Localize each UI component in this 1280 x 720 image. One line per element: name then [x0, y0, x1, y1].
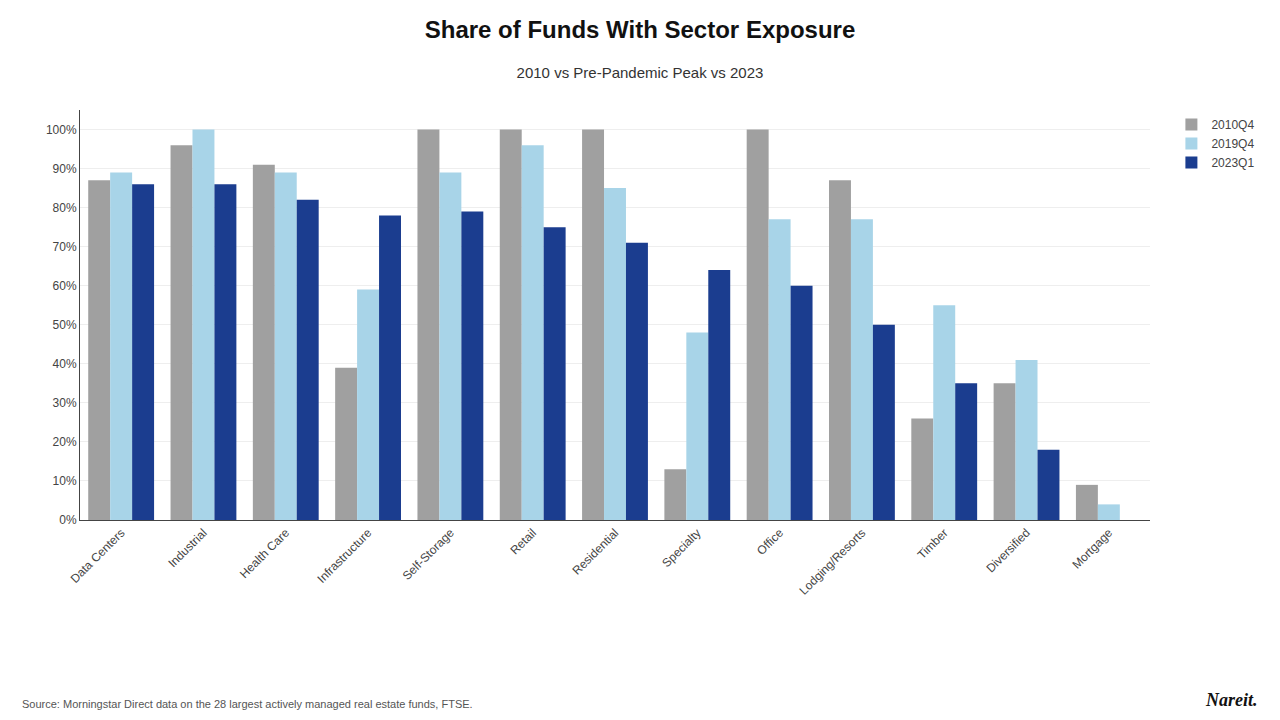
svg-text:40%: 40% [53, 357, 77, 371]
svg-text:Retail: Retail [507, 526, 539, 558]
svg-text:Infrastructure: Infrastructure [315, 526, 375, 586]
svg-text:Share of Funds With Sector Exp: Share of Funds With Sector Exposure [425, 16, 856, 43]
svg-text:Source: Morningstar Direct dat: Source: Morningstar Direct data on the 2… [22, 698, 473, 710]
svg-text:2010Q4: 2010Q4 [1211, 118, 1254, 132]
svg-text:50%: 50% [53, 318, 77, 332]
svg-text:80%: 80% [53, 201, 77, 215]
svg-text:Diversified: Diversified [983, 526, 1033, 576]
svg-text:30%: 30% [53, 396, 77, 410]
svg-text:Data Centers: Data Centers [68, 526, 128, 586]
svg-text:Office: Office [754, 526, 786, 558]
svg-text:Self-Storage: Self-Storage [400, 526, 457, 583]
svg-text:70%: 70% [53, 240, 77, 254]
svg-text:2019Q4: 2019Q4 [1211, 137, 1254, 151]
svg-text:10%: 10% [53, 474, 77, 488]
svg-text:2010 vs Pre-Pandemic Peak vs 2: 2010 vs Pre-Pandemic Peak vs 2023 [517, 64, 764, 81]
svg-text:Industrial: Industrial [165, 526, 209, 570]
svg-text:Specialty: Specialty [659, 526, 703, 570]
svg-text:Timber: Timber [915, 526, 951, 562]
svg-text:100%: 100% [46, 123, 77, 137]
svg-text:0%: 0% [59, 513, 77, 527]
svg-text:Lodging/Resorts: Lodging/Resorts [797, 526, 869, 598]
svg-text:Nareit.: Nareit. [1205, 690, 1258, 710]
svg-text:Residential: Residential [569, 526, 621, 578]
svg-text:90%: 90% [53, 162, 77, 176]
svg-text:Mortgage: Mortgage [1069, 526, 1115, 572]
svg-text:Health Care: Health Care [237, 526, 292, 581]
svg-text:20%: 20% [53, 435, 77, 449]
svg-text:60%: 60% [53, 279, 77, 293]
svg-text:2023Q1: 2023Q1 [1211, 156, 1254, 170]
